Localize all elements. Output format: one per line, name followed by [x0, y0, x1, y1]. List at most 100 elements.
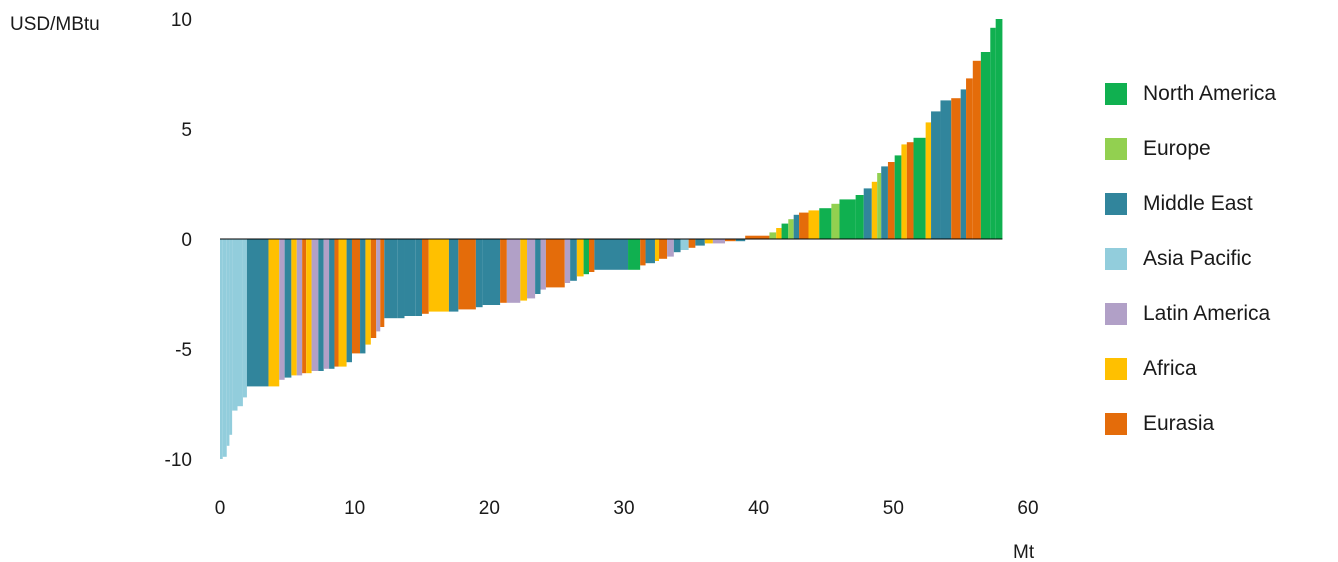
- bar-37: [475, 239, 483, 308]
- bar-7: [242, 239, 247, 398]
- bar-93: [972, 60, 981, 239]
- x-axis-title: Mt: [1013, 542, 1035, 562]
- bar-88: [931, 111, 941, 239]
- bar-3: [226, 239, 230, 446]
- bar-82: [887, 162, 895, 239]
- bar-81: [881, 166, 888, 239]
- legend-swatch: [1105, 302, 1127, 325]
- bar-14: [302, 239, 307, 374]
- bar-70: [788, 219, 794, 239]
- bar-74: [819, 208, 832, 239]
- bar-61: [695, 239, 705, 246]
- bar-76: [839, 199, 856, 239]
- bar-67: [769, 232, 777, 239]
- bar-54: [645, 239, 655, 264]
- bar-84: [901, 144, 907, 239]
- bar-42: [527, 239, 536, 299]
- legend-item: Africa: [1105, 341, 1276, 396]
- legend-label: Europe: [1143, 136, 1211, 160]
- bar-44: [540, 239, 546, 290]
- bar-73: [808, 210, 820, 239]
- bar-1: [220, 239, 223, 459]
- bar-59: [680, 239, 689, 250]
- bar-33: [422, 239, 429, 314]
- bar-43: [535, 239, 541, 294]
- bar-17: [318, 239, 324, 371]
- x-tick-label: 0: [215, 498, 226, 519]
- bar-2: [222, 239, 227, 457]
- bar-69: [781, 223, 789, 239]
- bar-50: [588, 239, 595, 272]
- y-axis-title: USD/MBtu: [10, 14, 100, 35]
- bar-71: [793, 214, 800, 239]
- bar-90: [951, 98, 961, 239]
- x-tick-label: 50: [883, 498, 904, 519]
- bar-5: [232, 239, 238, 411]
- bar-10: [279, 239, 285, 380]
- legend-item: Latin America: [1105, 286, 1276, 341]
- y-tick-label: 5: [181, 120, 192, 141]
- bar-34: [428, 239, 449, 312]
- bar-11: [284, 239, 292, 378]
- bar-6: [237, 239, 243, 407]
- bar-35: [448, 239, 459, 312]
- bar-21: [338, 239, 347, 367]
- bar-60: [688, 239, 696, 248]
- bar-28: [380, 239, 385, 327]
- legend-swatch: [1105, 137, 1127, 160]
- bar-22: [346, 239, 352, 363]
- bar-83: [894, 155, 902, 239]
- bar-29: [384, 239, 398, 319]
- bar-53: [640, 239, 646, 266]
- bar-47: [570, 239, 577, 281]
- bar-96: [995, 19, 1003, 239]
- bar-94: [980, 52, 991, 239]
- legend-swatch: [1105, 192, 1127, 215]
- bar-45: [545, 239, 565, 288]
- legend-label: Africa: [1143, 356, 1197, 380]
- legend-label: Latin America: [1143, 301, 1271, 325]
- bar-68: [776, 228, 782, 239]
- bar-85: [906, 142, 914, 239]
- bar-87: [925, 122, 932, 239]
- legend-label: Asia Pacific: [1143, 246, 1252, 270]
- bar-49: [583, 239, 589, 275]
- legend-item: North America: [1105, 66, 1276, 121]
- bar-72: [799, 212, 809, 239]
- bar-31: [404, 239, 416, 316]
- x-tick-label: 60: [1017, 498, 1038, 519]
- bar-27: [376, 239, 381, 332]
- bar-18: [323, 239, 330, 369]
- bar-58: [673, 239, 681, 253]
- bar-41: [520, 239, 528, 301]
- legend-swatch: [1105, 412, 1127, 435]
- bar-65: [735, 239, 746, 242]
- legend-swatch: [1105, 82, 1127, 105]
- bar-86: [913, 137, 926, 239]
- y-tick-labels: 10 5 0 -5 -10: [165, 10, 192, 471]
- bar-25: [365, 239, 371, 345]
- bars-group: [220, 19, 1003, 459]
- legend-item: Europe: [1105, 121, 1276, 176]
- bar-9: [268, 239, 280, 387]
- bar-8: [246, 239, 269, 387]
- y-tick-label: 10: [171, 10, 192, 31]
- bar-39: [500, 239, 507, 303]
- bar-79: [871, 181, 878, 239]
- bar-46: [564, 239, 571, 283]
- bar-57: [667, 239, 674, 257]
- bar-36: [458, 239, 476, 310]
- bar-55: [654, 239, 660, 261]
- bar-19: [329, 239, 335, 369]
- x-tick-label: 20: [479, 498, 500, 519]
- bar-32: [415, 239, 422, 316]
- legend-item: Asia Pacific: [1105, 231, 1276, 286]
- bar-15: [306, 239, 312, 374]
- x-tick-label: 30: [613, 498, 634, 519]
- legend: North America Europe Middle East Asia Pacif…: [1105, 66, 1276, 451]
- bar-23: [351, 239, 361, 354]
- bar-92: [966, 78, 973, 240]
- bar-56: [659, 239, 668, 259]
- bar-30: [397, 239, 405, 319]
